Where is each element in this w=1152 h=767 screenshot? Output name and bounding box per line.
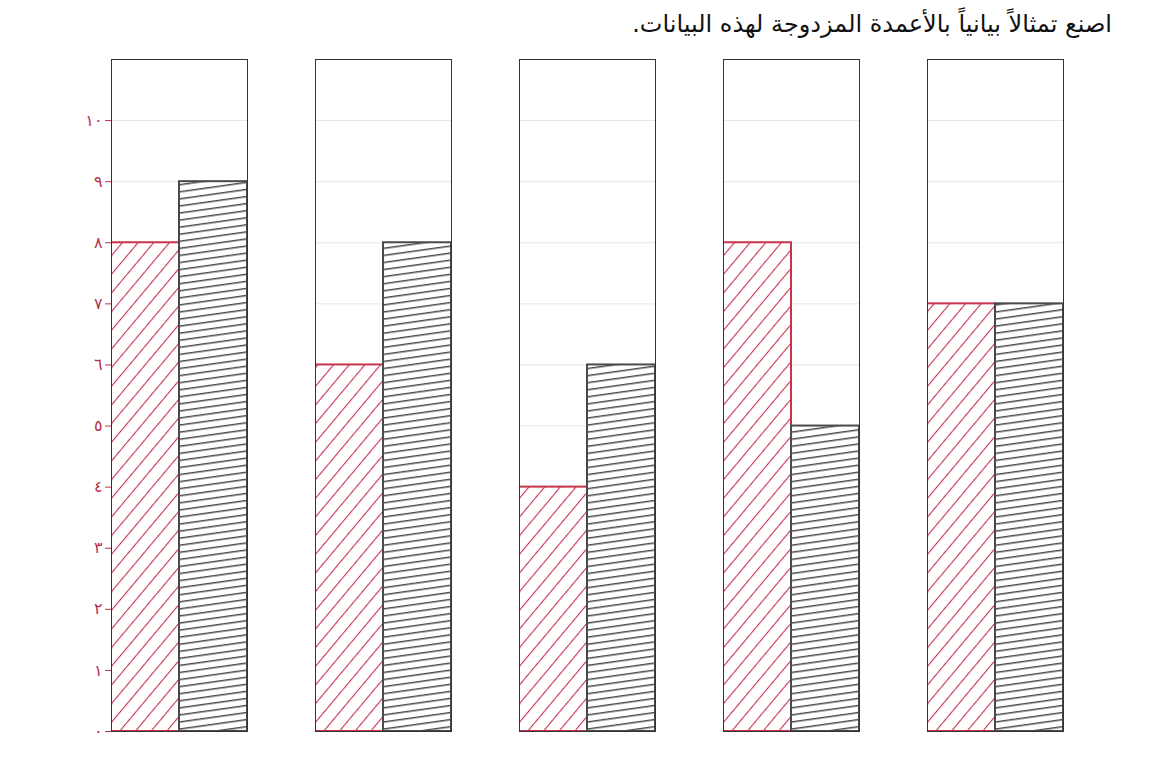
svg-text:٦: ٦ [94,355,103,374]
svg-text:٩: ٩ [94,172,103,191]
svg-text:٧: ٧ [94,294,103,313]
svg-text:٣: ٣ [94,538,103,557]
svg-text:٨: ٨ [94,233,103,252]
svg-text:١: ١ [94,661,103,680]
svg-text:٢: ٢ [94,599,103,618]
svg-text:١٠: ١٠ [85,111,102,130]
svg-text:٥: ٥ [94,416,103,435]
svg-text:٠: ٠ [94,722,103,741]
svg-text:٤: ٤ [94,477,103,496]
html-text:اصنع تمثالاً بيانياً بالأعمدة: اصنع تمثالاً بيانياً بالأعمدة المزدوجة ل… [632,10,1112,38]
